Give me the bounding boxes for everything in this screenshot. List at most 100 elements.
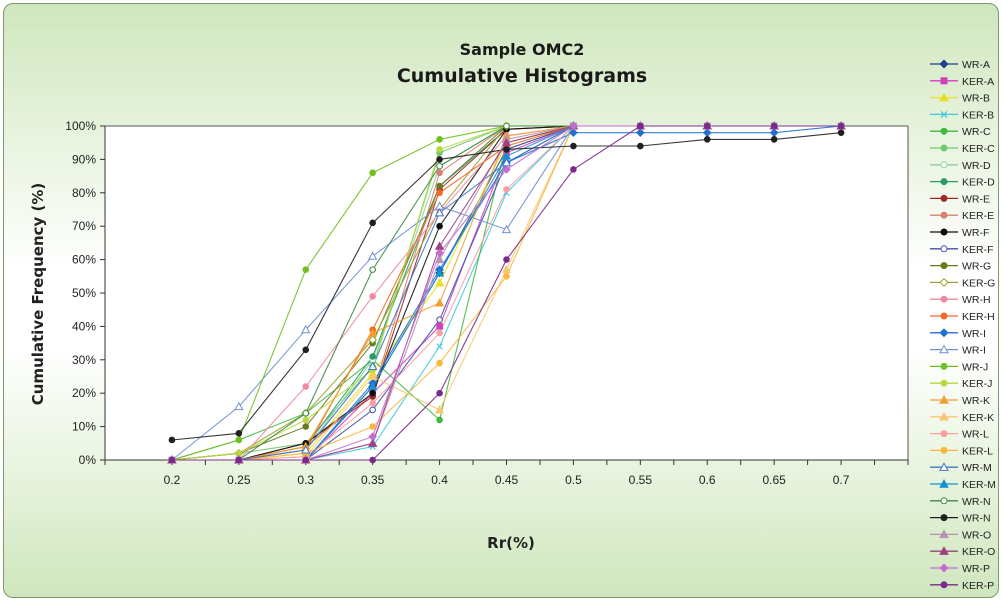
data-point: [168, 456, 176, 464]
data-point: [302, 409, 310, 417]
data-point: [369, 293, 376, 300]
data-point: [302, 423, 310, 430]
data-point: [369, 456, 376, 464]
data-point: [302, 383, 310, 390]
x-tick-label: 0.3: [297, 473, 314, 487]
x-tick-label: 0.45: [495, 473, 519, 487]
legend-label: WR-K: [962, 395, 990, 407]
data-point: [501, 264, 512, 274]
data-point: [234, 401, 244, 411]
data-point: [368, 361, 378, 371]
legend-swatch-marker: [940, 77, 948, 85]
legend-swatch-marker: [939, 344, 949, 354]
data-point: [436, 156, 443, 163]
legend-label: KER-M: [962, 479, 996, 491]
axes: 0% 10% 20% 30% 40% 50% 60% 70% 80% 90% 100% 0.2 0.25…: [65, 119, 909, 487]
legend-label: WR-P: [962, 563, 990, 575]
data-point: [369, 423, 376, 430]
legend-swatch-marker: [940, 514, 948, 522]
data-point: [302, 266, 310, 273]
data-point: [501, 224, 512, 234]
data-point: [235, 429, 243, 437]
legend-label: WR-E: [962, 193, 990, 205]
legend-label: WR-N: [962, 496, 991, 508]
plot-background: [105, 126, 908, 460]
data-point: [434, 208, 445, 217]
legend-label: KER-P: [962, 580, 994, 592]
legend-label: WR-O: [962, 529, 991, 541]
x-tick-label: 0.4: [431, 473, 448, 487]
legend-swatch-marker: [939, 394, 949, 404]
data-point: [235, 456, 243, 464]
data-point: [368, 381, 378, 391]
data-point: [503, 256, 510, 263]
data-point: [569, 121, 578, 131]
legend-swatch-marker: [940, 110, 948, 118]
data-point: [368, 432, 377, 441]
legend-label: WR-C: [962, 126, 991, 138]
legend-label: KER-K: [962, 412, 994, 424]
legend-swatch-marker: [939, 478, 949, 488]
plot-area: [105, 126, 908, 460]
y-axis-title: Cumulative Frequency (%): [29, 183, 47, 406]
legend-label: WR-J: [962, 361, 988, 373]
data-point: [369, 169, 376, 177]
data-point: [837, 129, 845, 136]
legend-label: WR-I: [962, 328, 986, 340]
legend-swatch-marker: [940, 178, 948, 186]
legend-swatch-marker: [939, 529, 949, 539]
data-point: [770, 136, 778, 143]
x-tick-label: 0.5: [565, 473, 582, 487]
legend-swatch-marker: [939, 411, 949, 421]
data-point: [436, 189, 443, 197]
data-point: [369, 266, 376, 273]
series-markers: [167, 121, 846, 465]
data-point: [436, 329, 443, 337]
data-point: [770, 122, 778, 130]
legend-swatch-marker: [940, 497, 948, 505]
data-point: [436, 343, 443, 350]
legend: WR-A KER-A WR-B KER-B WR-C KER-C WR-D KER-D WR-E…: [930, 59, 996, 592]
data-point: [368, 438, 378, 447]
data-point: [434, 405, 445, 414]
data-point: [369, 389, 376, 397]
data-point: [434, 298, 445, 307]
y-tick-label: 30%: [72, 353, 96, 367]
legend-label: WR-L: [962, 429, 989, 441]
data-point: [436, 136, 443, 143]
data-point: [302, 346, 310, 354]
legend-swatch-marker: [940, 262, 948, 270]
x-tick-label: 0.55: [629, 473, 653, 487]
legend-label: KER-L: [962, 445, 993, 457]
data-point: [436, 416, 443, 424]
data-point: [503, 186, 510, 193]
data-point: [436, 316, 443, 324]
data-point: [302, 416, 310, 424]
legend-label: WR-H: [962, 294, 991, 306]
data-point: [302, 456, 310, 464]
legend-swatch-marker: [940, 295, 948, 303]
data-point: [436, 169, 443, 177]
legend-swatch-marker: [939, 563, 949, 573]
x-axis-title: Rr(%): [487, 534, 535, 552]
legend-swatch-marker: [940, 581, 948, 589]
data-point: [837, 122, 845, 130]
legend-label: WR-N: [962, 513, 991, 525]
data-point: [434, 268, 445, 277]
y-tick-label: 40%: [72, 319, 96, 333]
data-point: [301, 324, 311, 334]
x-tick-label: 0.65: [762, 473, 786, 487]
data-point: [436, 359, 443, 367]
data-point: [570, 166, 577, 173]
data-point: [436, 323, 443, 330]
legend-swatch-marker: [940, 144, 948, 152]
legend-label: KER-J: [962, 378, 992, 390]
legend-swatch-marker: [940, 161, 948, 169]
data-point: [570, 142, 577, 150]
legend-swatch-marker: [940, 446, 948, 454]
legend-swatch-marker: [940, 430, 948, 438]
data-point: [637, 122, 644, 130]
x-tick-label: 0.2: [164, 473, 181, 487]
legend-swatch-marker: [939, 92, 949, 102]
legend-label: WR-G: [962, 261, 991, 273]
